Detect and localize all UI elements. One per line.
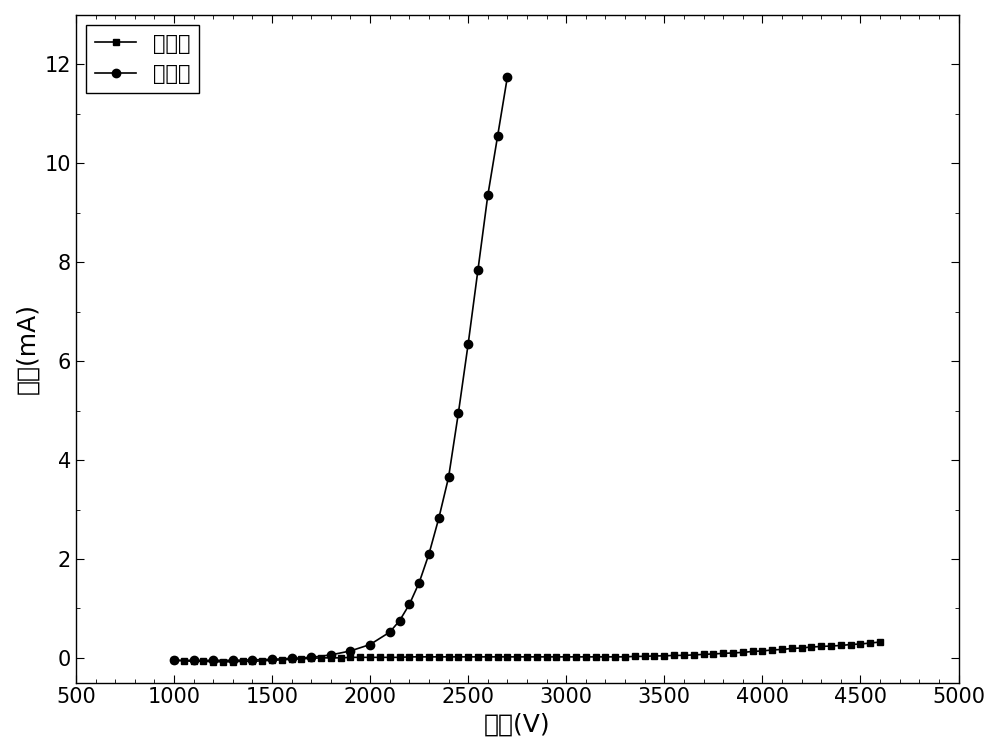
- 活化前: [815, 642, 827, 651]
- 活化前: [531, 652, 543, 661]
- 活化后: [246, 655, 258, 664]
- 活化后: [472, 265, 484, 274]
- 活化后: [384, 628, 396, 637]
- 活化后: [325, 650, 337, 660]
- 活化前: [168, 656, 180, 665]
- 活化后: [452, 408, 464, 417]
- Line: 活化前: 活化前: [171, 639, 883, 665]
- 活化后: [394, 616, 406, 625]
- 活化后: [433, 514, 445, 523]
- 活化后: [403, 600, 415, 609]
- 活化后: [492, 132, 504, 141]
- 活化后: [188, 656, 200, 665]
- 活化后: [168, 656, 180, 665]
- 活化前: [766, 645, 778, 654]
- 活化后: [207, 656, 219, 665]
- 活化后: [423, 550, 435, 559]
- 活化后: [443, 473, 455, 482]
- 活化后: [413, 578, 425, 587]
- 活化后: [462, 339, 474, 348]
- 活化前: [413, 652, 425, 661]
- 活化后: [482, 191, 494, 200]
- Line: 活化后: 活化后: [170, 73, 512, 665]
- 活化后: [227, 656, 239, 665]
- 活化前: [786, 644, 798, 653]
- 活化后: [364, 640, 376, 649]
- 活化前: [874, 638, 886, 647]
- 活化前: [335, 653, 347, 663]
- 活化后: [286, 653, 298, 663]
- 活化后: [501, 72, 513, 81]
- 活化后: [305, 653, 317, 662]
- X-axis label: 电压(V): 电压(V): [484, 713, 551, 737]
- Y-axis label: 电流(mA): 电流(mA): [15, 303, 39, 394]
- 活化后: [344, 647, 356, 656]
- 活化前: [207, 657, 219, 666]
- Legend: 活化前, 活化后: 活化前, 活化后: [86, 26, 199, 92]
- 活化后: [266, 655, 278, 664]
